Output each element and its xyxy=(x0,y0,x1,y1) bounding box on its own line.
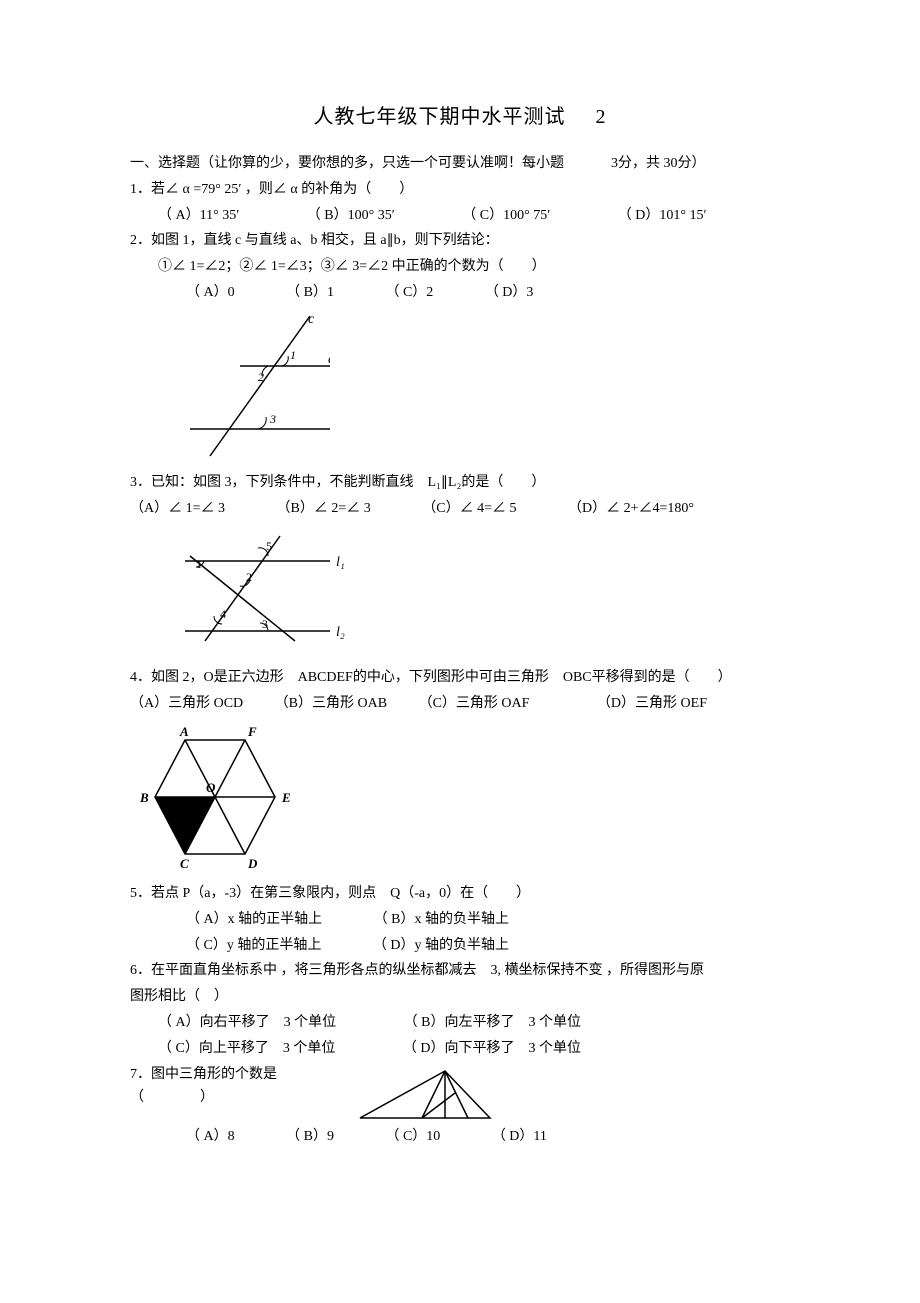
q2-figure: abc123 xyxy=(130,311,790,461)
q2-sub: ①∠ 1=∠2；②∠ 1=∠3；③∠ 3=∠2 中正确的个数为（ ） xyxy=(130,255,790,279)
q6-opt-d: （ D）向下平移了 3 个单位 xyxy=(403,1037,581,1061)
q3-options: （A）∠ 1=∠ 3 （B）∠ 2=∠ 3 （C）∠ 4=∠ 5 （D）∠ 2+… xyxy=(130,497,790,521)
q4-options: （A）三角形 OCD （B）三角形 OAB （C）三角形 OAF （D）三角形 … xyxy=(130,692,790,716)
q7-opt-b: （ B）9 xyxy=(286,1125,334,1149)
q7-row: 7．图中三角形的个数是（ ） xyxy=(130,1063,790,1123)
q6-opt-c: （ C）向上平移了 3 个单位 xyxy=(158,1037,335,1061)
svg-text:c: c xyxy=(308,312,315,327)
q4-opt-a: （A）三角形 OCD xyxy=(130,692,243,716)
q7-svg xyxy=(350,1063,500,1123)
svg-text:A: A xyxy=(179,724,189,739)
q5-options-row2: （ C）y 轴的正半轴上 （ D）y 轴的负半轴上 xyxy=(130,934,790,958)
q2-opt-a: （ A）0 xyxy=(186,281,235,305)
svg-text:5: 5 xyxy=(266,539,272,553)
svg-text:a: a xyxy=(328,352,330,367)
q1-stem: 1．若∠ α =79° 25′ ，则∠ α 的补角为（ ） xyxy=(130,178,790,202)
q3-opt-a: （A）∠ 1=∠ 3 xyxy=(130,497,225,521)
section-1-heading: 一、选择题（让你算的少，要你想的多，只选一个可要认准啊！每小题 3分，共 30分… xyxy=(130,152,790,176)
q3-svg: l₁ l₂ 5 1 2 4 3 xyxy=(130,526,350,656)
q5-options-row1: （ A）x 轴的正半轴上 （ B）x 轴的负半轴上 xyxy=(130,908,790,932)
q5-opt-b: （ B）x 轴的负半轴上 xyxy=(374,908,509,932)
svg-text:1: 1 xyxy=(290,348,296,362)
q3-opt-b: （B）∠ 2=∠ 3 xyxy=(277,497,371,521)
q1-options: （ A）11° 35′ （ B）100° 35′ （ C）100° 75′ （ … xyxy=(130,204,790,228)
q7-options: （ A）8 （ B）9 （ C）10 （ D）11 xyxy=(130,1125,790,1149)
q2-stem: 2．如图 1，直线 c 与直线 a、b 相交，且 a∥b，则下列结论： xyxy=(130,229,790,253)
svg-text:1: 1 xyxy=(196,557,202,571)
svg-text:C: C xyxy=(180,856,189,871)
svg-text:l₁: l₁ xyxy=(336,555,345,570)
title-suffix: 2 xyxy=(596,100,607,134)
svg-text:2: 2 xyxy=(246,570,252,584)
q7-figure xyxy=(350,1063,500,1123)
q2-options: （ A）0 （ B）1 （ C）2 （ D）3 xyxy=(130,281,790,305)
q1-opt-c: （ C）100° 75′ xyxy=(462,204,550,228)
page-title: 人教七年级下期中水平测试 2 xyxy=(130,100,790,134)
q2-opt-b: （ B）1 xyxy=(286,281,334,305)
q6-opt-a: （ A）向右平移了 3 个单位 xyxy=(158,1011,336,1035)
svg-text:2: 2 xyxy=(258,370,264,384)
q4-figure: A F O E B C D xyxy=(130,722,790,872)
svg-text:B: B xyxy=(139,790,149,805)
q6-options-row2: （ C）向上平移了 3 个单位 （ D）向下平移了 3 个单位 xyxy=(130,1037,790,1061)
svg-text:3: 3 xyxy=(269,412,276,426)
q5-opt-d: （ D）y 轴的负半轴上 xyxy=(373,934,509,958)
q7-opt-c: （ C）10 xyxy=(385,1125,440,1149)
q1-opt-b: （ B）100° 35′ xyxy=(307,204,395,228)
q6-stem-b: 图形相比（ ） xyxy=(130,985,790,1009)
q7-opt-a: （ A）8 xyxy=(186,1125,235,1149)
section-1-points: 3分，共 30分） xyxy=(611,156,706,171)
q3-opt-c: （C）∠ 4=∠ 5 xyxy=(422,497,516,521)
svg-text:F: F xyxy=(247,724,257,739)
q6-options-row1: （ A）向右平移了 3 个单位 （ B）向左平移了 3 个单位 xyxy=(130,1011,790,1035)
svg-text:O: O xyxy=(206,780,216,795)
q4-opt-c: （C）三角形 OAF xyxy=(419,692,530,716)
q6-opt-b: （ B）向左平移了 3 个单位 xyxy=(404,1011,581,1035)
q5-opt-c: （ C）y 轴的正半轴上 xyxy=(186,934,321,958)
q3-figure: l₁ l₂ 5 1 2 4 3 xyxy=(130,526,790,656)
svg-text:D: D xyxy=(247,856,258,871)
q2-opt-c: （ C）2 xyxy=(385,281,433,305)
title-main: 人教七年级下期中水平测试 xyxy=(314,106,566,128)
section-1-text: 一、选择题（让你算的少，要你想的多，只选一个可要认准啊！每小题 xyxy=(130,156,564,171)
q7-stem: 7．图中三角形的个数是（ ） xyxy=(130,1063,350,1111)
q4-opt-b: （B）三角形 OAB xyxy=(275,692,387,716)
q3-stem: 3．已知：如图 3，下列条件中，不能判断直线 L₁∥L₂的是（ ） xyxy=(130,471,790,495)
svg-text:E: E xyxy=(281,790,291,805)
svg-text:3: 3 xyxy=(262,617,268,631)
svg-text:4: 4 xyxy=(220,607,226,621)
svg-text:l₂: l₂ xyxy=(336,625,345,640)
q1-opt-d: （ D）101° 15′ xyxy=(618,204,707,228)
q2-opt-d: （ D）3 xyxy=(485,281,534,305)
q5-stem: 5．若点 P（a，-3）在第三象限内，则点 Q（-a，0）在（ ） xyxy=(130,882,790,906)
q5-opt-a: （ A）x 轴的正半轴上 xyxy=(186,908,322,932)
q3-opt-d: （D）∠ 2+∠4=180° xyxy=(568,497,694,521)
q1-opt-a: （ A）11° 35′ xyxy=(158,204,239,228)
q2-svg: abc123 xyxy=(130,311,330,461)
q4-opt-d: （D）三角形 OEF xyxy=(597,692,707,716)
q7-opt-d: （ D）11 xyxy=(492,1125,547,1149)
q4-stem: 4．如图 2，O是正六边形 ABCDEF的中心，下列图形中可由三角形 OBC平移… xyxy=(130,666,790,690)
q4-svg: A F O E B C D xyxy=(130,722,300,872)
q6-stem-a: 6．在平面直角坐标系中 ，将三角形各点的纵坐标都减去 3, 横坐标保持不变 ，所… xyxy=(130,959,790,983)
